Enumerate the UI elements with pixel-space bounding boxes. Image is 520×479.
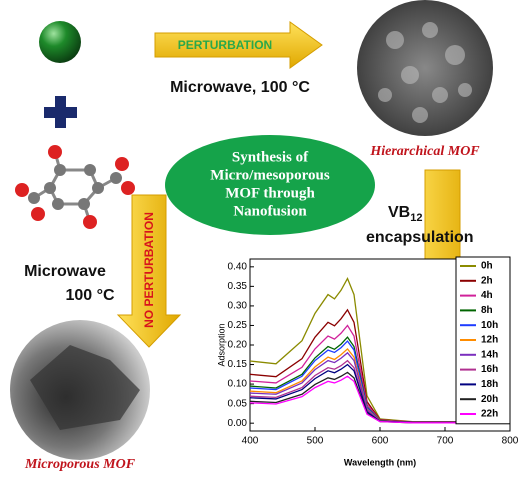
y-tick-label: 0.25 bbox=[228, 320, 248, 331]
plus-sign bbox=[44, 96, 77, 128]
vb-subscript: 12 bbox=[410, 212, 422, 224]
y-tick-label: 0.10 bbox=[228, 379, 248, 390]
legend-label: 14h bbox=[481, 349, 498, 360]
ellipse-text: Nanofusion bbox=[233, 203, 307, 219]
legend-label: 18h bbox=[481, 379, 498, 390]
legend-label: 8h bbox=[481, 305, 493, 316]
vb-label: encapsulation bbox=[366, 229, 474, 246]
caption: Microporous MOF bbox=[24, 457, 136, 472]
legend-label: 0h bbox=[481, 261, 493, 272]
legend-label: 20h bbox=[481, 394, 498, 405]
chart: 0.00 0.05 0.10 0.15 0.20 0.25 0.30 0.35 0.40 400 5… bbox=[216, 256, 519, 467]
y-tick-label: 0.40 bbox=[228, 261, 248, 272]
molecule bbox=[15, 145, 135, 229]
y-tick-label: 0.35 bbox=[228, 281, 248, 292]
legend-label: 12h bbox=[481, 335, 498, 346]
x-tick-label: 500 bbox=[307, 436, 324, 447]
x-tick-label: 600 bbox=[372, 436, 389, 447]
y-axis-label: Adsorption bbox=[216, 323, 226, 366]
condition-label: 100 °C bbox=[65, 287, 115, 304]
legend-label: 4h bbox=[481, 290, 493, 301]
metal-sphere bbox=[39, 21, 81, 63]
legend-label: 22h bbox=[481, 409, 498, 420]
arrow-label: PERTURBATION bbox=[178, 38, 272, 52]
arrow-label: NO PERTURBATION bbox=[142, 212, 156, 328]
tem-image bbox=[10, 320, 150, 460]
arrow bbox=[116, 194, 182, 348]
legend-label: 16h bbox=[481, 364, 498, 375]
legend-label: 2h bbox=[481, 275, 493, 286]
y-tick-label: 0.15 bbox=[228, 359, 248, 370]
arrow bbox=[154, 21, 323, 69]
condition-label: Microwave bbox=[24, 263, 106, 280]
line bbox=[249, 375, 510, 424]
y-tick-label: 0.00 bbox=[228, 418, 248, 429]
legend-label: 10h bbox=[481, 320, 498, 331]
y-tick-label: 0.30 bbox=[228, 301, 248, 312]
x-tick-label: 800 bbox=[502, 436, 519, 447]
ellipse-text: MOF through bbox=[225, 185, 315, 201]
vb: VB bbox=[388, 204, 410, 221]
sem-image bbox=[357, 0, 493, 136]
condition-label: Microwave, 100 °C bbox=[170, 79, 310, 96]
x-tick-label: 400 bbox=[242, 436, 259, 447]
x-axis-label: Wavelength (nm) bbox=[344, 457, 416, 467]
ellipse-text: Micro/mesoporous bbox=[210, 167, 330, 183]
y-tick-label: 0.20 bbox=[228, 340, 248, 351]
y-tick-label: 0.05 bbox=[228, 398, 248, 409]
ellipse-text: Synthesis of bbox=[232, 149, 309, 165]
ellipse bbox=[165, 135, 375, 235]
vb-label: VB12 bbox=[388, 204, 422, 224]
caption: Hierarchical MOF bbox=[369, 144, 480, 159]
x-tick-label: 700 bbox=[437, 436, 454, 447]
